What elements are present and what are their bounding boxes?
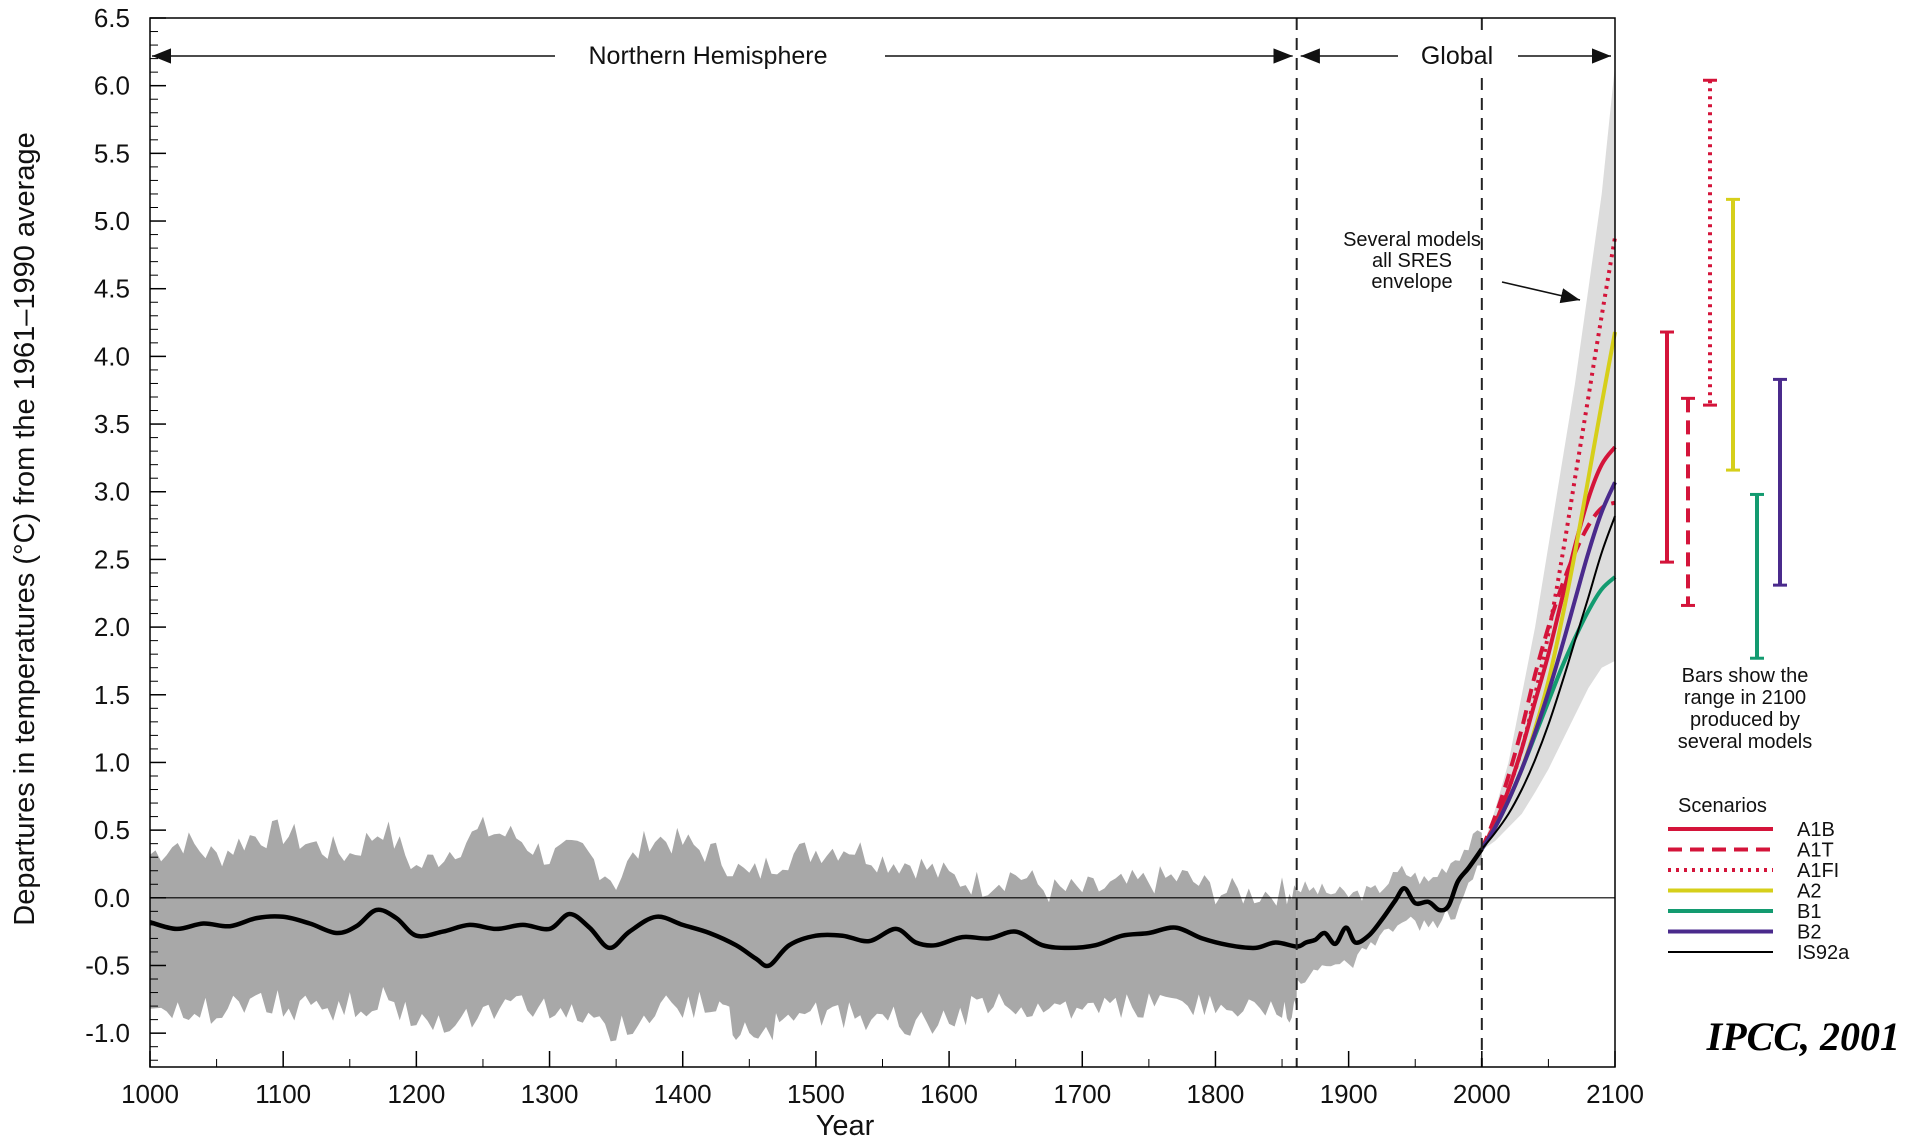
y-tick-label: -0.5 — [85, 950, 130, 980]
region-label-global: Global — [1421, 42, 1493, 70]
y-tick-label: 1.5 — [94, 680, 130, 710]
bars-note-line-2: range in 2100 — [1684, 687, 1806, 709]
bars-note-line-3: produced by — [1690, 709, 1800, 731]
y-tick-label: 0.0 — [94, 883, 130, 913]
envelope-pointer-arrow — [1501, 281, 1581, 304]
x-tick-label: 1000 — [121, 1079, 179, 1109]
y-axis-title: Departures in temperatures (°C) from the… — [9, 132, 41, 925]
legend-label-a2: A2 — [1797, 881, 1821, 903]
legend-label-a1t: A1T — [1797, 840, 1834, 862]
y-tick-label: 4.0 — [94, 341, 130, 371]
y-tick-label: 3.5 — [94, 409, 130, 439]
y-tick-label: 5.5 — [94, 138, 130, 168]
uncertainty-bands — [150, 65, 1615, 1042]
legend-title: Scenarios — [1678, 795, 1767, 817]
source-credit: IPCC, 2001 — [1706, 1014, 1900, 1059]
x-tick-label: 2000 — [1453, 1079, 1511, 1109]
x-tick-label: 1200 — [387, 1079, 445, 1109]
sres-envelope — [1481, 65, 1615, 851]
x-tick-label: 1400 — [654, 1079, 712, 1109]
y-tick-label: 3.0 — [94, 477, 130, 507]
envelope-note-line-3: envelope — [1371, 271, 1452, 293]
data-lines — [149, 236, 1617, 969]
global-label-bg — [1400, 38, 1516, 72]
series-line-a1fi — [1480, 236, 1617, 851]
range-bars-2100 — [1660, 78, 1787, 660]
y-tick-label: 1.0 — [94, 747, 130, 777]
region-annotations: Northern Hemisphere Global — [560, 38, 1516, 72]
y-tick-label: 0.5 — [94, 815, 130, 845]
y-tick-label: 4.5 — [94, 274, 130, 304]
envelope-note-line-1: Several models — [1343, 229, 1481, 251]
y-tick-label: -1.0 — [85, 1018, 130, 1048]
y-tick-label: 2.0 — [94, 612, 130, 642]
x-tick-label: 1800 — [1187, 1079, 1245, 1109]
x-tick-label: 1600 — [920, 1079, 978, 1109]
legend-label-is92a: IS92a — [1797, 942, 1850, 964]
observed-temperature-line — [149, 847, 1484, 969]
bars-note: Bars show the range in 2100 produced by … — [1678, 665, 1813, 753]
x-tick-label: 1300 — [521, 1079, 579, 1109]
x-tick-label: 1500 — [787, 1079, 845, 1109]
x-tick-label: 1900 — [1320, 1079, 1378, 1109]
legend-label-a1b: A1B — [1797, 819, 1835, 841]
series-line-is92a — [1481, 515, 1616, 850]
x-tick-label: 1100 — [255, 1079, 311, 1109]
envelope-annotation: Several models all SRES envelope — [1343, 229, 1581, 304]
region-label-northern-hemisphere: Northern Hemisphere — [589, 42, 828, 70]
x-axis-title: Year — [816, 1110, 875, 1139]
y-tick-label: 6.0 — [94, 71, 130, 101]
series-line-a1b — [1480, 445, 1617, 851]
bars-note-line-4: several models — [1678, 731, 1813, 753]
x-tick-label: 2100 — [1586, 1079, 1644, 1109]
nh-uncertainty-band — [150, 816, 1297, 1042]
legend-label-a1fi: A1FI — [1797, 860, 1839, 882]
y-tick-label: 6.5 — [94, 3, 130, 33]
nh-label-bg — [560, 38, 880, 72]
envelope-note-line-2: all SRES — [1372, 250, 1452, 272]
axes: 6.5 6.0 5.5 5.0 4.5 4.0 3.5 3.0 2.5 2.0 1.5 1.0 0.5 0… — [85, 3, 1644, 1109]
bars-note-line-1: Bars show the — [1682, 665, 1809, 687]
legend-label-b2: B2 — [1797, 922, 1821, 944]
legend-label-b1: B1 — [1797, 901, 1821, 923]
y-tick-label: 2.5 — [94, 544, 130, 574]
series-line-b2 — [1480, 481, 1617, 851]
y-tick-label: 5.0 — [94, 206, 130, 236]
x-tick-label: 1700 — [1053, 1079, 1111, 1109]
